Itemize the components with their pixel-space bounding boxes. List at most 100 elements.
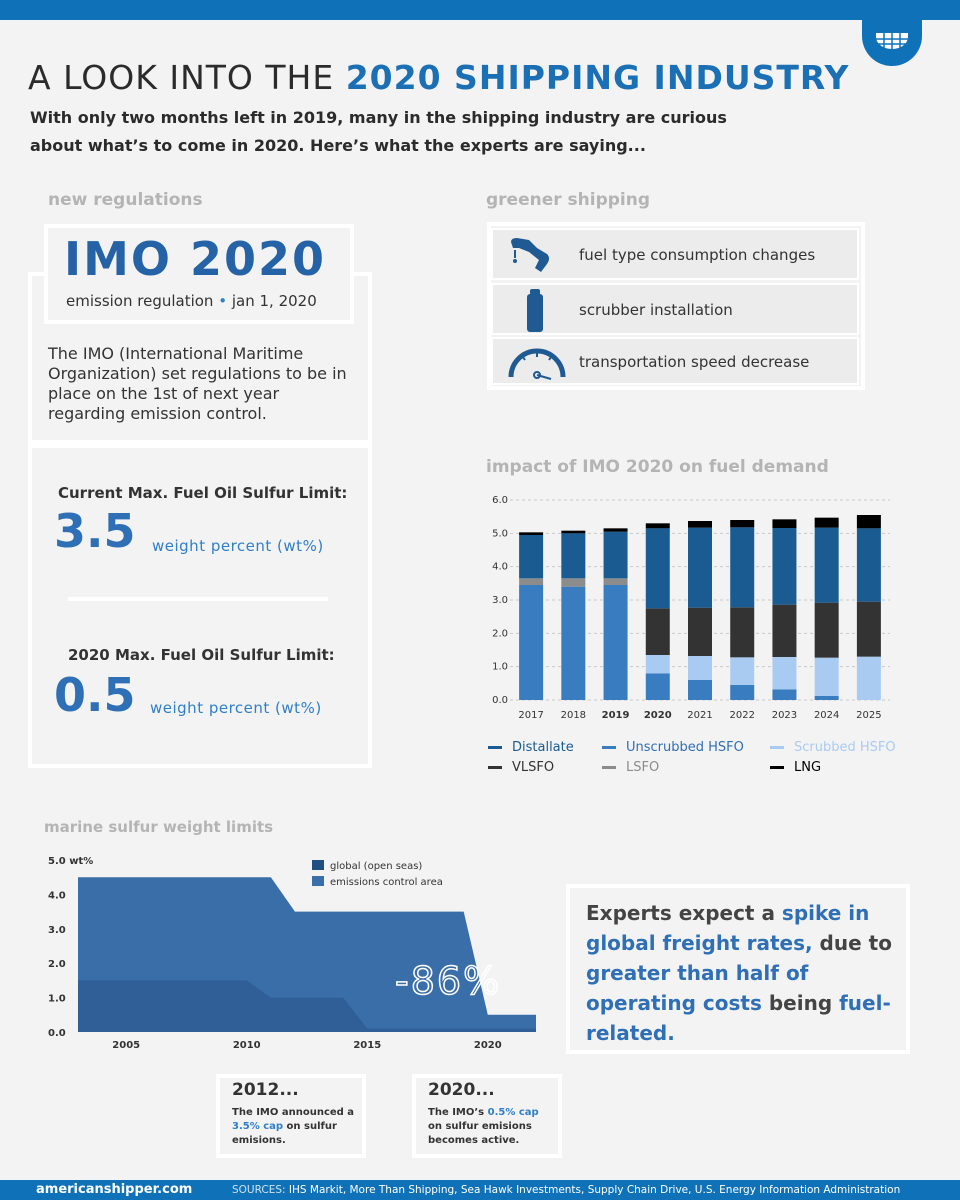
separator-dot: • [218, 292, 228, 310]
bar-segment [561, 530, 586, 534]
note-text: on sulfur emisions becomes active. [428, 1121, 532, 1146]
note-text: on sulfur emisions. [232, 1121, 337, 1146]
imo-subtitle: emission regulation • jan 1, 2020 [66, 292, 317, 310]
bar-segment [814, 517, 839, 528]
bar-segment [519, 535, 544, 579]
y-tick-label: 1.0 [48, 994, 66, 1005]
y-tick-label: 2.0 [492, 628, 508, 639]
y-tick-label: 5.0 [492, 528, 508, 539]
legend-label: VLSFO [512, 760, 555, 775]
imo-2020-card: IMO 2020 emission regulation • jan 1, 20… [44, 224, 354, 324]
note-body: The IMO’s 0.5% cap on sulfur emisions be… [428, 1106, 552, 1148]
legend-unscrubbed-hsfo: Unscrubbed HSFO [602, 740, 744, 755]
quote-highlight: fuel-related. [586, 991, 891, 1045]
sulfur-limits-frame [28, 444, 372, 768]
x-tick-label: 2024 [814, 710, 839, 721]
y-tick-label: 0.0 [492, 695, 508, 706]
bar-segment [688, 607, 712, 656]
greener-item-label: scrubber installation [579, 301, 733, 319]
bar-segment [814, 527, 839, 603]
bar-segment [645, 673, 670, 700]
note-2020-frame: 2020... The IMO’s 0.5% cap on sulfur emi… [412, 1074, 562, 1158]
legend-swatch [312, 876, 324, 886]
bar-segment [772, 657, 797, 690]
bar-segment [519, 585, 544, 700]
x-tick-label: 2022 [729, 710, 754, 721]
title-part-1: A LOOK INTO THE [28, 58, 346, 97]
site-link[interactable]: americanshipper.com [36, 1182, 193, 1197]
bar-segment [730, 685, 755, 700]
legend-label: global (open seas) [330, 861, 422, 872]
legend-vlsfo: VLSFO [488, 760, 554, 775]
sources-label: SOURCES: [232, 1184, 286, 1196]
y-tick-label: 4.0 [48, 890, 66, 901]
y-tick-label: 1.0 [492, 662, 508, 673]
fuel-nozzle-icon [511, 238, 549, 272]
y-tick-label: 0.0 [48, 1028, 66, 1039]
note-highlight: 0.5% cap [487, 1107, 539, 1118]
legend-distillate: Distallate [488, 740, 574, 755]
note-title: 2020... [428, 1080, 495, 1100]
bar-segment [772, 604, 797, 657]
legend-label: emissions control area [330, 877, 443, 888]
new-limit-unit: weight percent (wt%) [150, 699, 322, 717]
x-tick-label: 2019 [602, 710, 630, 721]
x-tick-label: 2023 [772, 710, 797, 721]
y-tick-label: 3.0 [492, 595, 508, 606]
bar-segment [688, 680, 712, 700]
sources-list: IHS Markit, More Than Shipping, Sea Hawk… [288, 1184, 901, 1196]
quote-text: due to [812, 931, 892, 955]
current-limit-unit: weight percent (wt%) [152, 537, 324, 555]
area-global-open-seas [78, 980, 536, 1032]
freight-quote: Experts expect a spike in global freight… [586, 898, 896, 1048]
legend-scrubbed-hsfo: Scrubbed HSFO [770, 740, 896, 755]
x-tick-label: 2021 [687, 710, 712, 721]
x-tick-label: 2005 [112, 1040, 140, 1051]
emission-regulation-label: emission regulation [66, 292, 214, 310]
bar-segment [814, 657, 839, 696]
bar-segment [730, 607, 755, 658]
current-limit-label: Current Max. Fuel Oil Sulfur Limit: [58, 484, 348, 502]
bar-segment [645, 655, 670, 674]
regulation-description: The IMO (International Maritime Organiza… [48, 344, 347, 423]
limits-divider [68, 597, 328, 601]
greener-item-scrubber: scrubber installation [491, 283, 859, 335]
legend-label: LSFO [626, 760, 660, 775]
bar-segment [730, 657, 755, 685]
legend-lsfo: LSFO [602, 760, 659, 775]
note-highlight: 3.5% cap [232, 1121, 284, 1132]
bar-segment [730, 520, 755, 528]
greener-item-label: transportation speed decrease [579, 353, 810, 371]
greener-item-speed: transportation speed decrease [491, 337, 859, 385]
sulfur-limits-chart: 5.0 wt% 0.0 1.0 2.0 3.0 4.0 2005 2010 2015 2020 gl… [48, 856, 536, 1051]
bar-segment [645, 608, 670, 655]
bar-segment [645, 528, 670, 609]
note-2012-frame: 2012... The IMO announced a 3.5% cap on … [216, 1074, 366, 1158]
bar-segment [645, 523, 670, 529]
globe-logo-icon [876, 33, 908, 50]
bar-segment [856, 601, 881, 657]
note-text: The IMO’s [428, 1107, 488, 1118]
bar-segment [519, 532, 544, 535]
new-limit-label: 2020 Max. Fuel Oil Sulfur Limit: [68, 646, 335, 664]
logo-badge[interactable] [862, 0, 922, 66]
legend-lng: LNG [770, 760, 821, 775]
reduction-annotation: -86% [395, 959, 501, 1003]
bar-segment [772, 689, 797, 700]
x-tick-label: 2010 [233, 1040, 261, 1051]
greener-item-label: fuel type consumption changes [579, 246, 816, 264]
bar-segment [688, 521, 712, 528]
legend-swatch [312, 860, 324, 870]
bar-segment [561, 578, 586, 587]
x-tick-label: 2018 [561, 710, 586, 721]
bar-segment [730, 527, 755, 608]
legend-label: Scrubbed HSFO [794, 740, 896, 755]
quote-text: Experts expect a [586, 901, 782, 925]
y-tick-label: 2.0 [48, 959, 66, 970]
y-tick-label: 6.0 [492, 495, 508, 506]
y-tick-label: 3.0 [48, 925, 66, 936]
bar-segment [856, 656, 881, 700]
footer: americanshipper.com SOURCES: IHS Markit,… [0, 1180, 960, 1200]
bar-segment [814, 696, 839, 700]
bar-segment [856, 528, 881, 602]
